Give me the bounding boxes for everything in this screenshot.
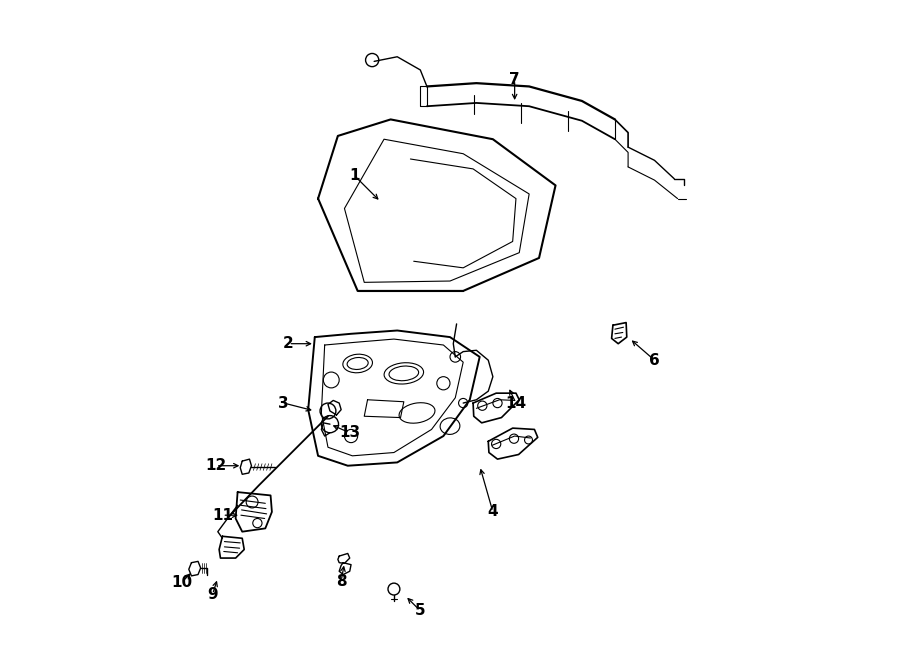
Text: 2: 2	[283, 336, 293, 351]
Text: 9: 9	[207, 587, 218, 602]
Text: 5: 5	[415, 603, 426, 618]
Text: 14: 14	[506, 395, 526, 410]
Text: 11: 11	[212, 508, 233, 523]
Text: 7: 7	[509, 72, 520, 87]
Text: 1: 1	[349, 168, 360, 183]
Text: 13: 13	[339, 425, 360, 440]
Text: 4: 4	[488, 504, 499, 520]
Text: 10: 10	[171, 575, 192, 590]
Text: 12: 12	[205, 458, 227, 473]
Text: 8: 8	[336, 574, 346, 589]
Text: 3: 3	[278, 395, 289, 410]
Text: 6: 6	[649, 353, 660, 368]
